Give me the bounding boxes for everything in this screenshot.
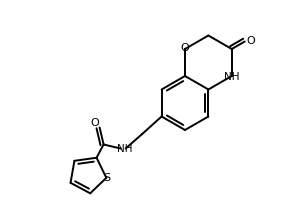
Text: O: O [246,36,255,46]
Text: O: O [90,117,99,128]
Text: S: S [103,173,110,183]
Text: O: O [181,43,189,53]
Text: NH: NH [117,144,132,154]
Text: NH: NH [224,72,239,82]
